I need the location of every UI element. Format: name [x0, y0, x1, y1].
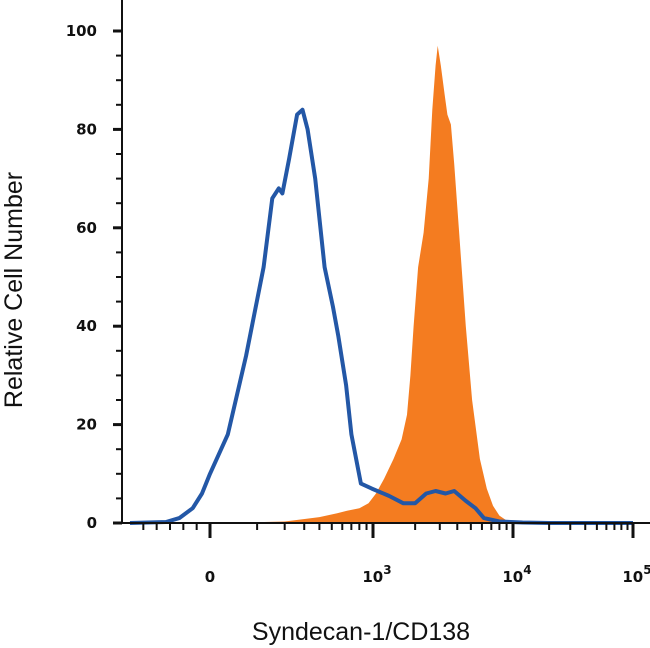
x-axis-title: Syndecan-1/CD138 [252, 618, 470, 646]
y-tick-label: 0 [87, 514, 97, 532]
x-tick-label: 105 [622, 563, 650, 586]
y-axis-title: Relative Cell Number [0, 172, 28, 408]
axes-frame [121, 0, 650, 524]
series-outline-histogram [129, 107, 633, 525]
y-tick-label: 80 [76, 120, 97, 138]
x-tick-label: 0 [205, 568, 215, 586]
plot-area [129, 45, 633, 525]
y-tick-label: 100 [66, 22, 97, 40]
y-tick-label: 20 [76, 416, 97, 434]
y-tick-label: 40 [76, 317, 97, 335]
series-filled-histogram [130, 45, 633, 524]
axis-labels: 0 20 40 60 80 100 0 103 104 105 [66, 22, 650, 586]
x-tick-label: 103 [362, 563, 391, 586]
x-tick-label: 104 [502, 563, 531, 586]
axis-ticks [113, 29, 635, 538]
y-tick-label: 60 [76, 219, 97, 237]
